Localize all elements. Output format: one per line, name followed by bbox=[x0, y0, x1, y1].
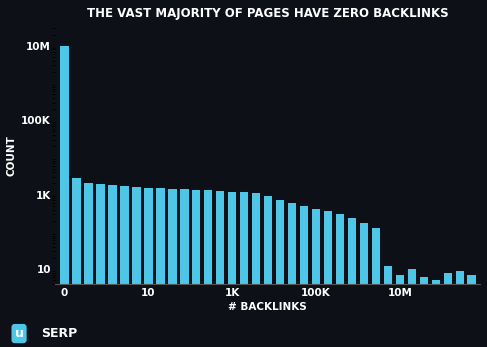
Bar bbox=[395, 275, 404, 347]
Text: SERP: SERP bbox=[41, 327, 77, 340]
Bar bbox=[204, 191, 212, 347]
Bar bbox=[168, 189, 177, 347]
Bar bbox=[192, 190, 201, 347]
Bar bbox=[384, 266, 392, 347]
Bar bbox=[252, 193, 261, 347]
Bar bbox=[156, 188, 165, 347]
Bar bbox=[228, 192, 236, 347]
Bar bbox=[96, 184, 105, 347]
Bar bbox=[431, 280, 440, 347]
Bar bbox=[312, 209, 320, 347]
Bar bbox=[144, 188, 152, 347]
Bar bbox=[276, 201, 284, 347]
Bar bbox=[372, 228, 380, 347]
Bar bbox=[360, 223, 368, 347]
Bar bbox=[264, 196, 272, 347]
Bar bbox=[180, 189, 188, 347]
Bar bbox=[324, 211, 332, 347]
Bar bbox=[60, 46, 69, 347]
Y-axis label: COUNT: COUNT bbox=[7, 136, 17, 176]
Bar bbox=[408, 269, 416, 347]
Bar bbox=[300, 206, 308, 347]
Bar bbox=[132, 187, 141, 347]
Bar bbox=[468, 275, 476, 347]
Bar bbox=[73, 178, 81, 347]
Bar bbox=[216, 191, 225, 347]
Bar bbox=[455, 271, 464, 347]
Bar bbox=[108, 185, 117, 347]
Bar bbox=[444, 273, 452, 347]
Bar bbox=[288, 203, 296, 347]
Bar bbox=[120, 186, 129, 347]
Bar bbox=[336, 214, 344, 347]
Bar bbox=[240, 193, 248, 347]
Title: THE VAST MAJORITY OF PAGES HAVE ZERO BACKLINKS: THE VAST MAJORITY OF PAGES HAVE ZERO BAC… bbox=[87, 7, 449, 20]
Bar bbox=[420, 277, 428, 347]
Bar bbox=[84, 184, 93, 347]
X-axis label: # BACKLINKS: # BACKLINKS bbox=[228, 302, 307, 312]
Text: u: u bbox=[15, 327, 23, 340]
Bar bbox=[348, 219, 356, 347]
